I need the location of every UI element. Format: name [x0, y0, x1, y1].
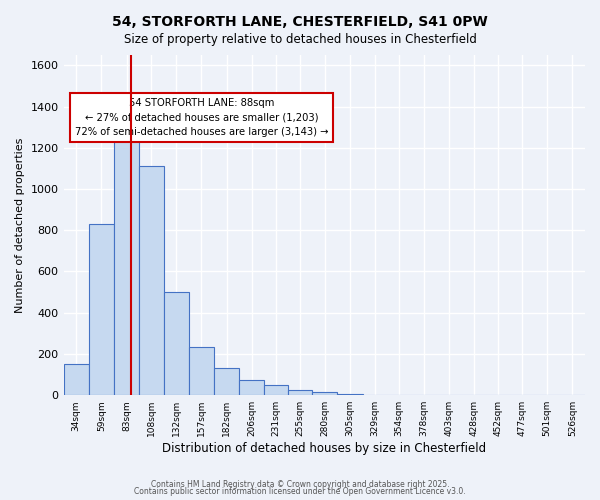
Bar	[189, 347, 214, 395]
Bar	[64, 364, 89, 395]
Bar	[114, 125, 139, 395]
Bar	[214, 368, 239, 395]
Bar	[288, 390, 312, 395]
Y-axis label: Number of detached properties: Number of detached properties	[15, 138, 25, 313]
Bar	[312, 392, 337, 395]
Bar	[139, 166, 164, 395]
Text: Size of property relative to detached houses in Chesterfield: Size of property relative to detached ho…	[124, 32, 476, 46]
Text: 54 STORFORTH LANE: 88sqm
← 27% of detached houses are smaller (1,203)
72% of sem: 54 STORFORTH LANE: 88sqm ← 27% of detach…	[75, 98, 328, 137]
Bar	[89, 224, 114, 395]
Text: 54, STORFORTH LANE, CHESTERFIELD, S41 0PW: 54, STORFORTH LANE, CHESTERFIELD, S41 0P…	[112, 15, 488, 29]
Bar	[239, 380, 263, 395]
Bar	[164, 292, 189, 395]
Bar	[263, 386, 288, 395]
Text: Contains public sector information licensed under the Open Government Licence v3: Contains public sector information licen…	[134, 488, 466, 496]
X-axis label: Distribution of detached houses by size in Chesterfield: Distribution of detached houses by size …	[162, 442, 487, 455]
Text: Contains HM Land Registry data © Crown copyright and database right 2025.: Contains HM Land Registry data © Crown c…	[151, 480, 449, 489]
Bar	[337, 394, 362, 395]
